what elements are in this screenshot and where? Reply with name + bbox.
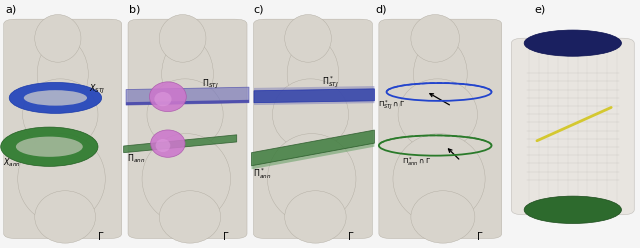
Ellipse shape [287, 38, 339, 110]
Ellipse shape [268, 134, 356, 224]
Ellipse shape [411, 15, 460, 62]
Ellipse shape [285, 191, 346, 243]
Ellipse shape [273, 79, 349, 150]
Text: $\Pi^*_{STJ}$: $\Pi^*_{STJ}$ [321, 75, 338, 90]
Ellipse shape [524, 196, 621, 223]
Ellipse shape [285, 15, 332, 62]
Ellipse shape [9, 82, 102, 113]
Ellipse shape [524, 30, 621, 56]
Ellipse shape [1, 127, 98, 166]
Text: a): a) [5, 5, 17, 15]
Polygon shape [252, 130, 374, 166]
Ellipse shape [411, 191, 475, 243]
Polygon shape [254, 86, 374, 105]
Ellipse shape [22, 79, 98, 150]
Ellipse shape [159, 15, 206, 62]
Ellipse shape [154, 92, 172, 106]
Text: e): e) [534, 5, 546, 15]
Ellipse shape [24, 90, 87, 106]
Text: $\mathit{X}_{STJ}$: $\mathit{X}_{STJ}$ [90, 83, 106, 96]
Ellipse shape [142, 134, 230, 224]
Ellipse shape [37, 38, 88, 110]
FancyBboxPatch shape [126, 7, 249, 246]
Ellipse shape [35, 15, 81, 62]
Text: $\mathit{X}_{ann}$: $\mathit{X}_{ann}$ [3, 157, 21, 169]
FancyBboxPatch shape [128, 19, 247, 239]
Polygon shape [124, 135, 237, 153]
Text: $\Pi_{ann}$: $\Pi_{ann}$ [127, 152, 145, 164]
FancyBboxPatch shape [511, 38, 634, 215]
FancyBboxPatch shape [509, 7, 637, 246]
Ellipse shape [393, 134, 485, 224]
Text: $\Gamma$: $\Gamma$ [348, 230, 355, 242]
Text: $\Gamma$: $\Gamma$ [476, 230, 484, 242]
Ellipse shape [156, 139, 170, 152]
FancyBboxPatch shape [376, 7, 504, 246]
Ellipse shape [150, 130, 185, 157]
Text: b): b) [129, 5, 141, 15]
FancyBboxPatch shape [252, 7, 374, 246]
Text: $\Pi^*_{ann} \cap \Gamma$: $\Pi^*_{ann} \cap \Gamma$ [402, 156, 431, 169]
Ellipse shape [35, 191, 95, 243]
Text: d): d) [376, 5, 387, 15]
FancyBboxPatch shape [253, 19, 372, 239]
FancyBboxPatch shape [4, 19, 122, 239]
Ellipse shape [162, 38, 213, 110]
Text: c): c) [253, 5, 264, 15]
Text: $\Pi^*_{STJ} \cap \Gamma$: $\Pi^*_{STJ} \cap \Gamma$ [378, 98, 405, 113]
Polygon shape [254, 89, 374, 103]
Text: $\Gamma$: $\Gamma$ [222, 230, 229, 242]
FancyBboxPatch shape [2, 7, 124, 246]
Text: $\Gamma$: $\Gamma$ [97, 230, 104, 242]
Polygon shape [126, 87, 249, 105]
Polygon shape [126, 100, 249, 105]
Ellipse shape [398, 79, 477, 150]
Ellipse shape [149, 82, 186, 112]
FancyBboxPatch shape [379, 19, 502, 239]
Text: $\Pi^*_{ann}$: $\Pi^*_{ann}$ [253, 166, 271, 181]
Ellipse shape [413, 38, 467, 110]
Ellipse shape [159, 191, 221, 243]
Ellipse shape [147, 79, 223, 150]
Polygon shape [252, 143, 374, 169]
Ellipse shape [16, 137, 83, 157]
Text: $\Pi_{STJ}$: $\Pi_{STJ}$ [202, 77, 219, 91]
Ellipse shape [18, 134, 105, 224]
